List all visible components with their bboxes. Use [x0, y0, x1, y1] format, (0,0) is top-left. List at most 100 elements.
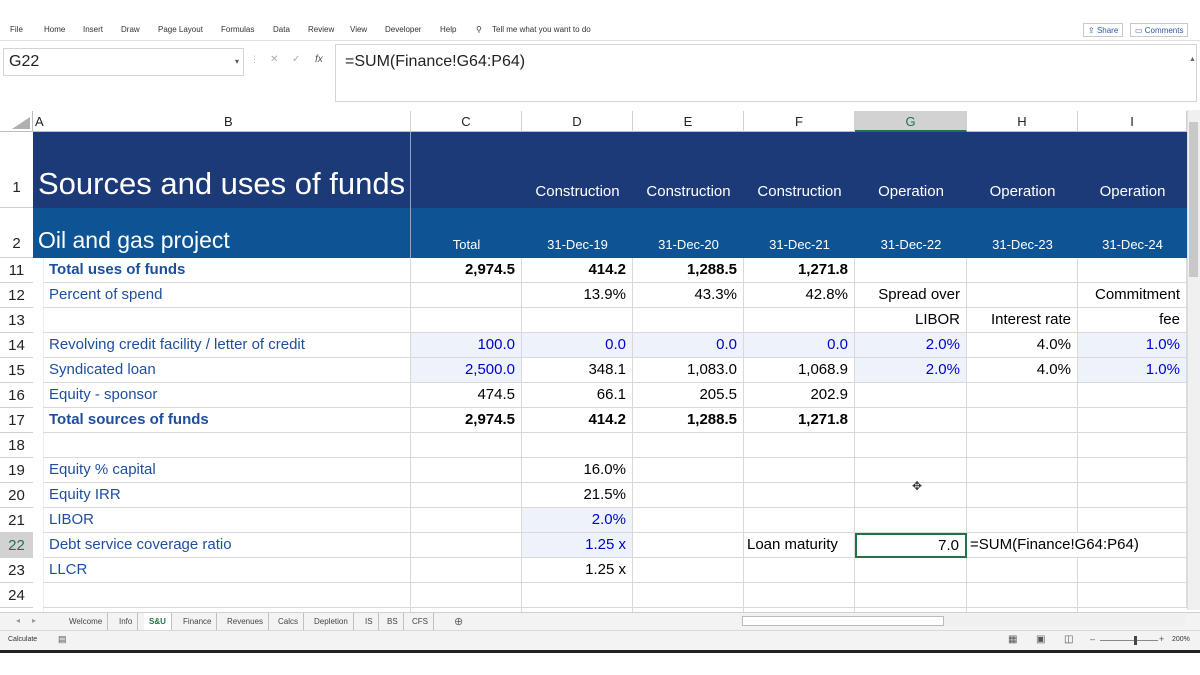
row-header[interactable]: 15: [0, 358, 33, 383]
cell-h22[interactable]: =SUM(Finance!G64:P64): [967, 533, 1187, 558]
cell-g15[interactable]: 2.0%: [855, 358, 967, 383]
row-header[interactable]: 22: [0, 533, 33, 558]
tab-scroll-left-icon[interactable]: ◂: [16, 616, 21, 625]
cell-f24[interactable]: [744, 583, 855, 608]
vertical-scroll-thumb[interactable]: [1189, 122, 1198, 277]
column-header-i[interactable]: I: [1078, 111, 1187, 132]
cell-i12[interactable]: Commitment: [1078, 283, 1187, 308]
row-label[interactable]: Percent of spend: [43, 283, 411, 308]
chevron-down-icon[interactable]: ▾: [234, 57, 239, 66]
cell-f17[interactable]: 1,271.8: [744, 408, 855, 433]
column-header-h[interactable]: H: [967, 111, 1078, 132]
cell-f16[interactable]: 202.9: [744, 383, 855, 408]
cell-d16[interactable]: 66.1: [522, 383, 633, 408]
cell-g19[interactable]: [855, 458, 967, 483]
cell-h14[interactable]: 4.0%: [967, 333, 1078, 358]
cell-i21[interactable]: [1078, 508, 1187, 533]
calculate-status[interactable]: Calculate: [8, 636, 38, 643]
name-box[interactable]: G22 ▾: [3, 48, 244, 76]
cell-c17[interactable]: 2,974.5: [411, 408, 522, 433]
row-header[interactable]: 18: [0, 433, 33, 458]
cell-g23[interactable]: [855, 558, 967, 583]
cell-c11[interactable]: 2,974.5: [411, 258, 522, 283]
cell-i18[interactable]: [1078, 433, 1187, 458]
row-header[interactable]: 17: [0, 408, 33, 433]
row-header[interactable]: 19: [0, 458, 33, 483]
cell-d13[interactable]: [522, 308, 633, 333]
row-header[interactable]: 13: [0, 308, 33, 333]
cell-g13[interactable]: LIBOR: [855, 308, 967, 333]
cell-h12[interactable]: [967, 283, 1078, 308]
formula-bar-collapse-icon[interactable]: ▲: [1189, 56, 1196, 63]
row-header[interactable]: 14: [0, 333, 33, 358]
cell-e17[interactable]: 1,288.5: [633, 408, 744, 433]
macro-record-icon[interactable]: ▤: [58, 634, 67, 644]
cell-d22[interactable]: 1.25 x: [522, 533, 633, 558]
row-header[interactable]: 20: [0, 483, 33, 508]
cell-g24[interactable]: [855, 583, 967, 608]
zoom-level[interactable]: 200%: [1172, 636, 1190, 643]
cell-d12[interactable]: 13.9%: [522, 283, 633, 308]
row-label[interactable]: Revolving credit facility / letter of cr…: [43, 333, 411, 358]
tab-scroll-right-icon[interactable]: ▸: [32, 616, 37, 625]
row-header[interactable]: 24: [0, 583, 33, 608]
cell-e22[interactable]: [633, 533, 744, 558]
column-header-c[interactable]: C: [411, 111, 522, 132]
cell-c15[interactable]: 2,500.0: [411, 358, 522, 383]
cell-f22[interactable]: Loan maturity: [744, 533, 855, 558]
zoom-slider-thumb[interactable]: [1134, 636, 1137, 645]
cell-h16[interactable]: [967, 383, 1078, 408]
cell-c21[interactable]: [411, 508, 522, 533]
share-button[interactable]: ⇪ Share: [1083, 23, 1124, 37]
column-header-f[interactable]: F: [744, 111, 855, 132]
cell-c13[interactable]: [411, 308, 522, 333]
cancel-icon[interactable]: ✕: [270, 54, 279, 65]
enter-icon[interactable]: ✓: [292, 54, 301, 65]
tab-calcs[interactable]: Calcs: [273, 613, 305, 630]
column-header-e[interactable]: E: [633, 111, 744, 132]
column-header-b[interactable]: B: [224, 114, 233, 129]
cell-g20[interactable]: [855, 483, 967, 508]
tab-welcome[interactable]: Welcome: [64, 613, 109, 630]
cell-g14[interactable]: 2.0%: [855, 333, 967, 358]
menu-file[interactable]: File: [10, 25, 23, 34]
row-header[interactable]: 2: [0, 208, 33, 258]
cell-f21[interactable]: [744, 508, 855, 533]
column-header-g[interactable]: G: [855, 111, 967, 132]
column-header-d[interactable]: D: [522, 111, 633, 132]
menu-help[interactable]: Help: [440, 25, 457, 34]
cell-h17[interactable]: [967, 408, 1078, 433]
cell-g18[interactable]: [855, 433, 967, 458]
cell-e23[interactable]: [633, 558, 744, 583]
column-header-a[interactable]: A: [35, 114, 44, 129]
cell-f15[interactable]: 1,068.9: [744, 358, 855, 383]
row-label[interactable]: Debt service coverage ratio: [43, 533, 411, 558]
zoom-slider[interactable]: [1100, 640, 1158, 641]
cell-c20[interactable]: [411, 483, 522, 508]
row-label[interactable]: [43, 433, 411, 458]
cell-c19[interactable]: [411, 458, 522, 483]
cell-i16[interactable]: [1078, 383, 1187, 408]
cell-f23[interactable]: [744, 558, 855, 583]
normal-view-icon[interactable]: ▦: [1008, 634, 1018, 645]
cell-c14[interactable]: 100.0: [411, 333, 522, 358]
cell-d24[interactable]: [522, 583, 633, 608]
cell-h18[interactable]: [967, 433, 1078, 458]
cell-e11[interactable]: 1,288.5: [633, 258, 744, 283]
comments-button[interactable]: ▭ Comments: [1130, 23, 1189, 37]
cell-c24[interactable]: [411, 583, 522, 608]
cell-c23[interactable]: [411, 558, 522, 583]
row-label[interactable]: [43, 583, 411, 608]
row-label[interactable]: [43, 308, 411, 333]
cell-f12[interactable]: 42.8%: [744, 283, 855, 308]
cell-f14[interactable]: 0.0: [744, 333, 855, 358]
horizontal-scroll-thumb[interactable]: [742, 616, 944, 626]
row-header[interactable]: 1: [0, 132, 33, 208]
row-label[interactable]: LLCR: [43, 558, 411, 583]
row-label[interactable]: Total sources of funds: [43, 408, 411, 433]
menu-view[interactable]: View: [350, 25, 368, 34]
cell-d21[interactable]: 2.0%: [522, 508, 633, 533]
menu-data[interactable]: Data: [273, 25, 290, 34]
cell-i17[interactable]: [1078, 408, 1187, 433]
menu-home[interactable]: Home: [44, 25, 66, 34]
